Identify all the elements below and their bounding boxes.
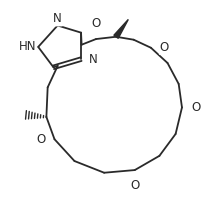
Text: O: O (91, 18, 101, 30)
Text: O: O (191, 101, 200, 114)
Text: O: O (159, 41, 169, 54)
Polygon shape (114, 19, 128, 38)
Text: N: N (89, 53, 98, 66)
Text: N: N (53, 12, 62, 26)
Text: O: O (37, 133, 46, 146)
Text: O: O (130, 179, 139, 192)
Text: HN: HN (19, 40, 36, 53)
